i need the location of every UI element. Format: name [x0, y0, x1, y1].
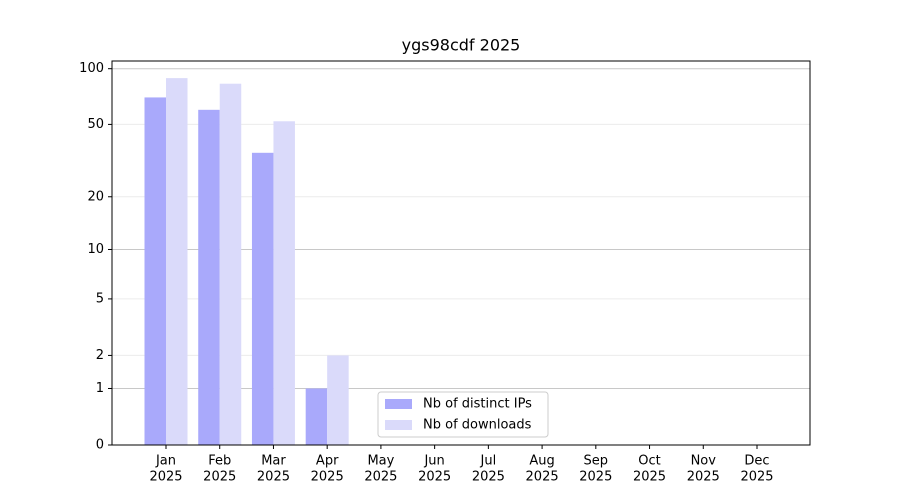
x-tick-label: 2025 — [149, 470, 182, 485]
bar — [251, 152, 274, 446]
legend-swatch — [385, 420, 412, 430]
x-tick-label: 2025 — [364, 470, 397, 485]
y-tick-label: 0 — [96, 438, 104, 453]
x-tick-label: Jun — [423, 454, 444, 469]
bar — [327, 355, 349, 445]
x-tick-label: 2025 — [687, 470, 720, 485]
bar — [219, 83, 242, 445]
x-tick-label: Nov — [691, 454, 717, 469]
legend-box — [377, 391, 549, 438]
x-tick-label: Dec — [744, 454, 769, 469]
x-tick-label: Sep — [584, 454, 609, 469]
bar — [144, 97, 166, 445]
x-tick-label: 2025 — [257, 470, 290, 485]
x-tick-label: Mar — [261, 454, 286, 469]
y-tick-label: 1 — [96, 381, 104, 396]
x-tick-label: May — [367, 454, 394, 469]
x-tick-label: 2025 — [311, 470, 344, 485]
x-tick-label: 2025 — [740, 470, 773, 485]
x-tick-label: Feb — [208, 454, 231, 469]
bar — [305, 388, 328, 445]
x-tick-label: Jan — [155, 454, 176, 469]
plot-frame — [111, 60, 811, 446]
x-tick-label: 2025 — [472, 470, 505, 485]
legend-label: Nb of distinct IPs — [423, 397, 532, 412]
bar — [166, 78, 188, 445]
chart-title: ygs98cdf 2025 — [402, 36, 521, 55]
x-tick-label: Jul — [480, 454, 497, 469]
x-tick-label: 2025 — [579, 470, 612, 485]
y-tick-label: 50 — [87, 117, 104, 132]
legend-swatch — [385, 399, 412, 409]
x-tick-label: Aug — [529, 454, 554, 469]
x-tick-label: 2025 — [418, 470, 451, 485]
y-tick-label: 10 — [87, 242, 104, 257]
x-tick-label: 2025 — [203, 470, 236, 485]
y-tick-label: 20 — [87, 189, 104, 204]
y-tick-label: 2 — [96, 348, 104, 363]
legend-label: Nb of downloads — [423, 418, 532, 433]
x-tick-label: Apr — [316, 454, 339, 469]
bar — [273, 121, 295, 446]
y-tick-label: 5 — [96, 291, 104, 306]
x-tick-label: Oct — [638, 454, 660, 469]
x-tick-label: 2025 — [633, 470, 666, 485]
bar — [198, 109, 220, 445]
x-tick-label: 2025 — [526, 470, 559, 485]
y-tick-label: 100 — [79, 61, 104, 76]
